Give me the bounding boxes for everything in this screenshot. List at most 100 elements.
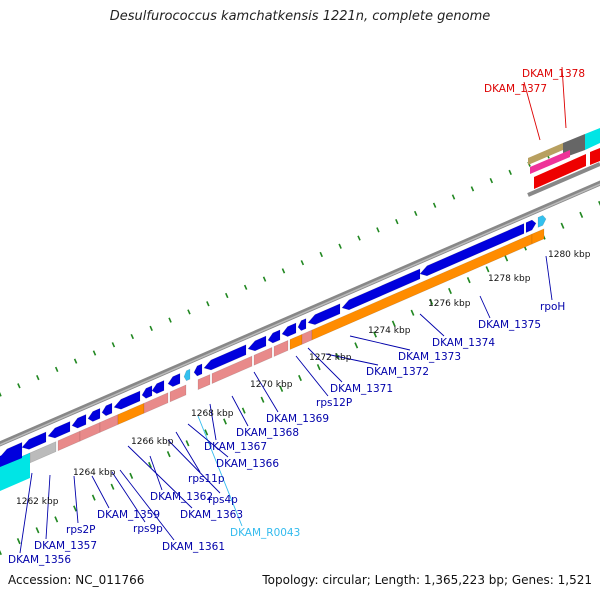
label-callout: [175, 431, 201, 473]
outer-tick: [508, 169, 512, 176]
feature-arrow: [419, 223, 525, 277]
inner-tick: [185, 440, 190, 447]
scale-label: 1278 kbp: [488, 274, 531, 284]
outer-tick: [36, 374, 40, 381]
scale-label: 1268 kbp: [191, 409, 234, 419]
feature-arrow: [87, 407, 101, 422]
accession-text: Accession: NC_011766: [8, 573, 145, 587]
backbone-line: [527, 162, 600, 197]
inner-tick: [429, 298, 434, 305]
feature-box: [273, 339, 289, 357]
page-title: Desulfurococcus kamchatkensis 1221n, com…: [109, 9, 491, 24]
topology-text: Topology: circular; Length: 1,365,223 bp…: [262, 573, 592, 587]
inner-tick: [148, 461, 152, 469]
gene-label: DKAM_1375: [478, 319, 541, 331]
outer-tick: [376, 227, 380, 233]
label-callout: [479, 295, 491, 319]
inner-tick: [73, 505, 77, 512]
label-callouts: [19, 66, 567, 554]
outer-tick: [357, 235, 361, 241]
feature-arrow: [525, 219, 537, 234]
outer-tick: [300, 260, 305, 266]
inner-tick: [485, 266, 490, 273]
inner-tick: [0, 549, 2, 556]
backbone-highlight: [0, 183, 600, 446]
feature-arrow: [341, 268, 421, 311]
feature-arrow: [297, 318, 307, 332]
outer-tick: [451, 194, 456, 200]
backbone-line: [0, 180, 600, 447]
feature-arrow: [203, 344, 247, 371]
outer-tick: [206, 301, 210, 307]
inner-tick: [410, 309, 415, 316]
feature-track: [0, 128, 600, 491]
label-callout: [561, 66, 567, 129]
feature-box: [169, 384, 187, 403]
outer-tick: [73, 358, 78, 364]
outer-tick: [225, 292, 229, 299]
label-callout: [119, 469, 175, 541]
gene-label: rpoH: [540, 301, 565, 313]
inner-tick: [129, 472, 134, 479]
scale-label: 1280 kbp: [548, 250, 591, 260]
label-callout: [325, 353, 379, 366]
inner-tick: [560, 222, 565, 229]
label-callout: [419, 313, 445, 337]
outer-tick: [338, 243, 342, 249]
inner-tick: [391, 320, 396, 327]
inner-tick: [54, 516, 59, 523]
gene-label: DKAM_1359: [97, 509, 160, 521]
inner-tick: [91, 494, 96, 501]
feature-box: [530, 150, 570, 174]
inner-tick: [260, 396, 265, 403]
feature-box: [528, 143, 563, 165]
gene-label: rps2P: [66, 524, 95, 536]
feature-arrow: [167, 373, 181, 387]
outer-tick: [243, 284, 248, 290]
inner-tick: [110, 483, 115, 490]
inner-tick: [16, 538, 21, 545]
feature-box: [0, 447, 22, 467]
scale-label: 1270 kbp: [250, 380, 293, 390]
label-callout: [197, 415, 243, 527]
outer-tick: [395, 219, 399, 225]
outer-tick: [413, 210, 418, 217]
inner-tick: [204, 429, 209, 436]
gene-label: DKAM_1363: [180, 509, 243, 521]
gene-label: DKAM_1371: [330, 383, 393, 395]
feature-arrow: [101, 402, 113, 417]
outer-tick: [319, 251, 323, 258]
feature-box: [590, 148, 600, 165]
gene-label: DKAM_R0043: [230, 527, 300, 539]
feature-box: [197, 373, 211, 391]
outer-tick: [17, 383, 21, 389]
feature-arrow: [267, 329, 281, 344]
feature-arrow: [113, 390, 141, 410]
inner-tick: [448, 287, 452, 295]
tick-marks: [0, 153, 600, 556]
feature-arrow: [193, 363, 203, 377]
outer-tick: [149, 325, 153, 331]
gene-label: DKAM_1357: [34, 540, 97, 552]
gene-label: rps11p: [188, 473, 225, 485]
scale-label: 1264 kbp: [73, 468, 116, 478]
gene-label: DKAM_1368: [236, 427, 299, 439]
feature-arrow: [537, 214, 547, 228]
inner-tick: [35, 527, 40, 534]
label-callout: [45, 474, 51, 540]
outer-tick: [92, 350, 97, 356]
scale-label: 1266 kbp: [131, 437, 174, 447]
inner-tick: [373, 331, 377, 338]
feature-arrow: [47, 421, 71, 439]
feature-box: [289, 333, 303, 351]
outer-tick: [111, 342, 116, 348]
gene-label: DKAM_1361: [162, 541, 225, 553]
label-callout: [209, 403, 217, 441]
feature-box: [143, 392, 169, 414]
gene-label: rps9p: [133, 523, 163, 535]
feature-arrow: [71, 414, 87, 429]
feature-arrow: [141, 385, 153, 399]
inner-tick: [279, 385, 284, 392]
feature-box: [585, 128, 600, 150]
